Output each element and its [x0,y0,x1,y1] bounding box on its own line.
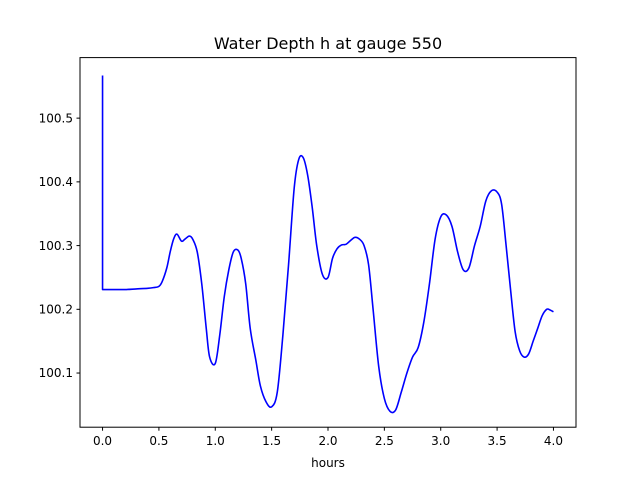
y-tick-label: 100.3 [39,239,73,253]
chart-title: Water Depth h at gauge 550 [214,34,442,53]
axes-frame [79,57,577,428]
x-tick-label: 2.5 [375,434,394,448]
x-tick-label: 0.0 [93,434,112,448]
x-axis-label: hours [311,456,345,470]
y-tick-label: 100.2 [39,303,73,317]
x-tick-label: 2.0 [318,434,337,448]
x-tick-label: 1.5 [262,434,281,448]
plot-area [101,75,554,414]
x-tick-label: 3.0 [431,434,450,448]
y-tick-label: 100.5 [39,111,73,125]
axis-ticks: 0.0 0.5 1.0 1.5 2.0 2.5 3.0 3.5 4.0 100.1 100.2 100… [39,111,563,448]
series-line [101,75,554,414]
x-tick-label: 0.5 [149,434,168,448]
y-tick-label: 100.1 [39,366,73,380]
x-tick-label: 1.0 [206,434,225,448]
x-tick-label: 4.0 [544,434,563,448]
x-tick-label: 3.5 [488,434,507,448]
y-tick-label: 100.4 [39,175,73,189]
